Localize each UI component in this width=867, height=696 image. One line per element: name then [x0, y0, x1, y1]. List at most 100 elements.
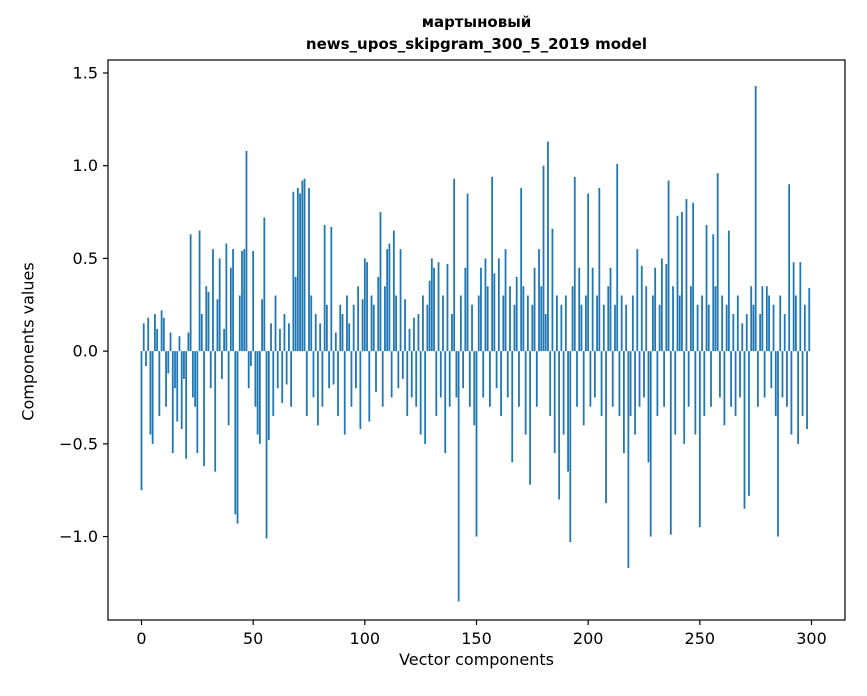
bar: [183, 351, 185, 379]
bar: [531, 304, 534, 352]
bar: [384, 286, 386, 352]
bar: [576, 351, 578, 407]
bar: [714, 286, 717, 352]
bar: [283, 314, 286, 352]
bar: [663, 351, 665, 407]
bar: [589, 351, 592, 407]
bar: [614, 304, 616, 352]
bar: [580, 304, 583, 352]
bar: [256, 351, 259, 435]
bar: [685, 199, 688, 352]
bar: [308, 187, 310, 352]
bar: [556, 295, 558, 352]
x-tick-label: 300: [796, 629, 827, 648]
bar: [366, 262, 368, 352]
bar: [500, 351, 502, 417]
bar: [721, 295, 724, 352]
bar: [290, 351, 293, 407]
bar: [710, 351, 712, 407]
bar: [562, 351, 565, 435]
bar: [261, 299, 263, 352]
bar: [258, 351, 261, 444]
x-tick-label: 200: [573, 629, 604, 648]
bar: [585, 295, 587, 352]
bar: [234, 351, 237, 515]
bar: [370, 295, 373, 352]
bar: [330, 226, 333, 352]
bar: [267, 351, 270, 441]
x-tick-label: 50: [243, 629, 263, 648]
bar: [247, 351, 250, 389]
bar: [792, 262, 795, 352]
bar: [808, 288, 811, 352]
bar: [602, 304, 605, 352]
bar: [160, 310, 163, 352]
bar: [238, 295, 241, 352]
bar: [652, 295, 654, 352]
bar: [616, 163, 619, 352]
bar: [395, 295, 397, 352]
bar: [493, 273, 496, 352]
bar: [185, 351, 188, 459]
bar: [587, 193, 590, 352]
bar: [542, 165, 545, 352]
bar: [341, 314, 344, 352]
bar: [582, 351, 585, 426]
bar: [654, 267, 657, 352]
bar: [627, 351, 630, 569]
bar: [176, 351, 179, 422]
chart-title-model: news_upos_skipgram_300_5_2019 model: [305, 35, 648, 53]
bar: [250, 351, 252, 366]
bar: [372, 304, 375, 352]
bar: [401, 351, 404, 379]
bar: [216, 299, 219, 352]
bar: [629, 351, 632, 417]
bar: [506, 351, 509, 398]
bar: [451, 314, 453, 352]
bar: [768, 295, 770, 352]
bar: [558, 351, 561, 500]
bar: [524, 351, 527, 435]
bar: [712, 234, 715, 352]
bar: [473, 351, 476, 426]
bar: [799, 262, 802, 352]
bar: [593, 351, 596, 398]
bar: [801, 351, 804, 417]
bar: [171, 351, 174, 454]
y-tick-label: 0.0: [73, 342, 98, 361]
bar: [694, 351, 697, 435]
bar: [459, 295, 462, 352]
bar: [611, 351, 614, 407]
bar: [145, 351, 147, 366]
bar: [569, 351, 572, 543]
bar: [223, 328, 226, 352]
bar: [448, 351, 451, 407]
bar: [142, 323, 145, 352]
bar: [207, 291, 210, 352]
bar: [806, 351, 808, 430]
bar: [696, 304, 699, 352]
bar: [752, 304, 755, 352]
bar: [486, 286, 489, 352]
bar: [426, 304, 429, 352]
bar: [518, 351, 520, 407]
bar: [191, 351, 194, 398]
bar: [279, 328, 281, 352]
bar: [232, 249, 234, 352]
bar: [692, 202, 695, 352]
bar: [455, 351, 458, 398]
bar: [509, 286, 511, 352]
bar: [475, 351, 478, 537]
bar: [453, 178, 456, 352]
bar: [759, 314, 762, 352]
bar: [430, 258, 433, 352]
bar: [598, 187, 601, 352]
bar: [254, 351, 257, 407]
bar: [392, 230, 395, 352]
bar: [623, 351, 625, 454]
bar: [553, 351, 556, 454]
bar: [596, 295, 598, 352]
bar: [607, 286, 610, 352]
bar: [640, 265, 643, 352]
